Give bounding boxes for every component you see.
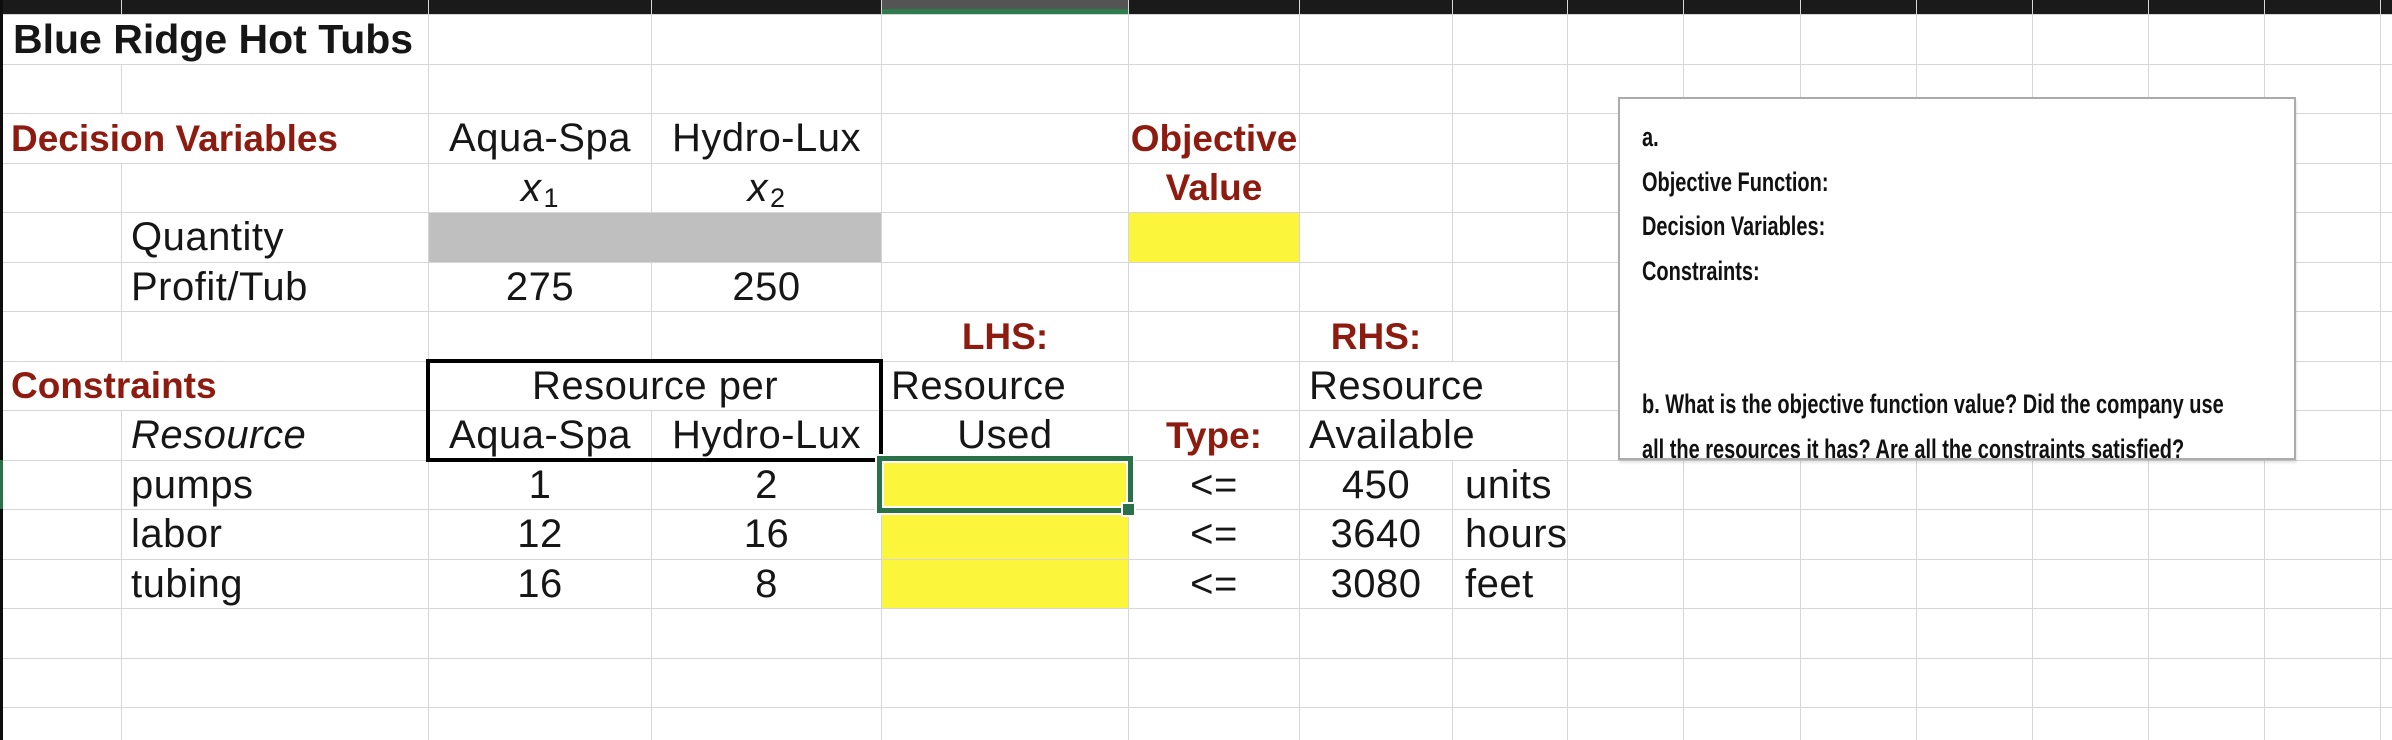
type-header[interactable]: Type: [1166,414,1262,456]
note-line [1642,293,2293,338]
hydro-lux-header[interactable]: Hydro-Lux [671,116,861,160]
gridline [3,212,2392,213]
labor-unit[interactable]: hours [1465,512,1568,556]
gridline [3,113,2392,114]
selected-row-indicator [0,460,3,509]
quantity-input-cells[interactable] [429,213,881,262]
rhs-label[interactable]: RHS: [1330,315,1422,357]
constraint-hydro-lux-header[interactable]: Hydro-Lux [671,413,861,457]
constraint-row-label[interactable]: tubing [131,561,243,606]
constraints-label[interactable]: Constraints [4,362,428,410]
tubing-hydro-value[interactable]: 8 [755,561,778,606]
tubing-available-value[interactable]: 3080 [1330,561,1422,606]
gridline [2380,0,2381,740]
tubing-aqua-value[interactable]: 16 [517,561,563,606]
tubing-lhs-cell[interactable] [882,560,1128,608]
lhs-header-line2[interactable]: Used [957,413,1053,457]
note-line: a. [1642,122,1659,152]
profit-label[interactable]: Profit/Tub [131,264,308,309]
gridline [3,262,2392,263]
gridline [3,163,2392,164]
gridline [3,509,2392,510]
gridline [3,707,2392,708]
tubing-unit[interactable]: feet [1465,561,1534,606]
note-line [1642,338,2293,383]
selected-cell-pumps-lhs[interactable] [875,454,1135,515]
gridline [1128,0,1129,740]
note-line: b. What is the objective function value?… [1642,389,2224,419]
labor-type-cell[interactable]: <= [1190,512,1238,556]
gridline [1299,0,1300,740]
gridline [3,361,2392,362]
column-header-strip [0,0,2392,14]
profit-hydro-lux[interactable]: 250 [732,264,801,309]
pumps-unit[interactable]: units [1465,462,1552,507]
x2-subscript: 2 [769,182,786,213]
fill-handle[interactable] [1121,502,1136,517]
objective-label-line1[interactable]: Objective [1130,117,1298,159]
note-line: Constraints: [1642,255,1760,286]
note-line: all the resources it has? Are all the co… [1642,433,2185,460]
pumps-available-value[interactable]: 450 [1341,462,1411,507]
constraint-row-label[interactable]: labor [131,512,223,556]
profit-aqua-spa[interactable]: 275 [505,264,575,309]
quantity-label[interactable]: Quantity [131,215,284,259]
x2-base: x [747,165,768,210]
gridline [3,608,2392,609]
constraint-row-label[interactable]: pumps [131,462,254,507]
x1-subscript: 1 [543,182,560,213]
question-text-box[interactable]: a. Objective Function: Decision Variable… [1618,97,2296,460]
gridline [3,14,2392,15]
objective-value-cell[interactable] [1129,213,1299,262]
labor-hydro-value[interactable]: 16 [743,512,790,556]
labor-available-value[interactable]: 3640 [1330,512,1422,556]
pumps-hydro-value[interactable]: 2 [755,462,778,507]
objective-label-line2[interactable]: Value [1165,167,1263,208]
sheet-title-cell[interactable]: Blue Ridge Hot Tubs [4,15,428,64]
labor-lhs-cell[interactable] [882,510,1128,559]
gridline [3,658,2392,659]
gridline [3,460,2392,461]
pumps-aqua-value[interactable]: 1 [528,462,552,507]
note-line: Decision Variables: [1642,211,1826,241]
labor-aqua-value[interactable]: 12 [517,512,563,556]
sheet-left-edge [0,0,3,740]
gridline [1567,0,1568,740]
gridline [3,559,2392,560]
rhs-header-line1[interactable]: Resource [1300,362,1567,410]
note-line: Objective Function: [1642,166,1829,197]
gridline [3,64,2392,65]
lhs-label[interactable]: LHS: [961,315,1049,357]
pumps-type-cell[interactable]: <= [1190,462,1238,507]
aqua-spa-header[interactable]: Aqua-Spa [449,116,631,160]
gridline [3,410,2392,411]
constraint-aqua-spa-header[interactable]: Aqua-Spa [449,413,631,457]
lhs-header-line1[interactable]: Resource [891,363,1067,408]
rhs-header-line2[interactable]: Available [1300,411,1567,460]
decision-variables-label[interactable]: Decision Variables [4,114,428,163]
x1-base: x [520,165,542,210]
resource-per-header[interactable]: Resource per [429,362,881,410]
resource-column-header[interactable]: Resource [131,413,307,457]
selected-column-indicator [881,0,1128,14]
tubing-type-cell[interactable]: <= [1190,561,1238,606]
gridline [3,311,2392,312]
